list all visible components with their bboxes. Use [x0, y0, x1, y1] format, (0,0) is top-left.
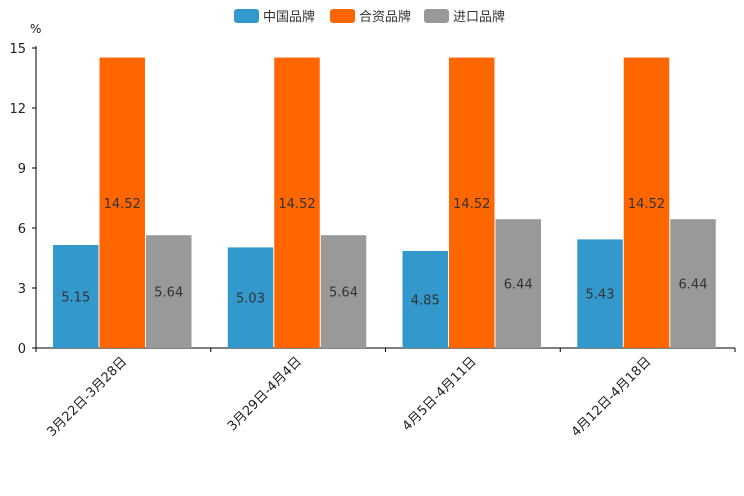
y-tick-label: 12 — [9, 102, 26, 117]
bar-value-label: 5.03 — [236, 292, 265, 307]
y-axis-unit: % — [30, 22, 41, 36]
bar[interactable] — [227, 247, 274, 348]
x-tick-label: 3月22日-3月28日 — [44, 354, 130, 440]
y-tick-label: 0 — [18, 342, 26, 357]
legend-label: 进口品牌 — [453, 9, 505, 25]
bar-value-label: 5.43 — [586, 288, 615, 303]
bar-value-label: 5.64 — [329, 286, 358, 301]
legend-item[interactable]: 中国品牌 — [234, 9, 315, 25]
bar[interactable] — [402, 251, 449, 348]
legend: 中国品牌 合资品牌 进口品牌 — [234, 9, 505, 25]
bar-value-label: 4.85 — [411, 294, 440, 309]
legend-item[interactable]: 合资品牌 — [330, 9, 411, 25]
legend-swatch — [424, 9, 449, 23]
bar-value-label: 14.52 — [278, 197, 315, 212]
x-tick-label: 4月5日-4月11日 — [400, 354, 480, 434]
legend-swatch — [234, 9, 259, 23]
x-tick-label: 3月29日-4月4日 — [225, 354, 305, 434]
bar-value-label: 14.52 — [628, 197, 665, 212]
x-tick-label: 4月12日-4月18日 — [569, 354, 655, 440]
legend-label: 合资品牌 — [359, 9, 411, 25]
legend-label: 中国品牌 — [263, 9, 315, 25]
y-tick-label: 3 — [18, 282, 26, 297]
bar[interactable] — [320, 235, 367, 348]
bar-value-label: 14.52 — [104, 197, 141, 212]
y-tick-label: 15 — [9, 42, 26, 57]
bar[interactable] — [53, 245, 99, 348]
bar[interactable] — [449, 57, 495, 348]
bar[interactable] — [146, 235, 192, 348]
bar-value-label: 6.44 — [679, 278, 708, 293]
legend-swatch — [330, 9, 355, 23]
bar[interactable] — [274, 57, 320, 348]
bar[interactable] — [577, 239, 623, 348]
bar-value-label: 5.15 — [61, 291, 90, 306]
bar-value-label: 14.52 — [453, 197, 490, 212]
bar[interactable] — [495, 219, 542, 348]
y-tick-label: 9 — [18, 162, 26, 177]
bars: 5.15 14.52 5.64 5.03 14.52 5.64 4.85 14.52 6.44 5… — [53, 57, 716, 348]
legend-item[interactable]: 进口品牌 — [424, 9, 505, 25]
bar-value-label: 6.44 — [504, 278, 533, 293]
bar[interactable] — [623, 57, 670, 348]
x-axis: 3月22日-3月28日 3月29日-4月4日 4月5日-4月11日 4月12日-4月1… — [35, 347, 736, 440]
y-axis: 0 3 6 9 12 15 — [9, 42, 37, 357]
bar[interactable] — [99, 57, 146, 348]
y-tick-label: 6 — [18, 222, 26, 237]
bar-value-label: 5.64 — [154, 286, 183, 301]
bar[interactable] — [670, 219, 716, 348]
